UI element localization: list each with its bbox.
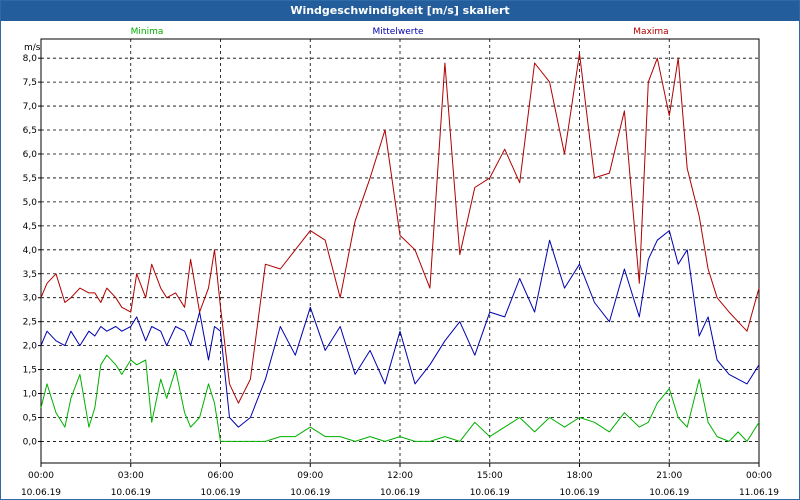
x-tick-date: 10.06.19 [290, 488, 330, 498]
y-tick-label: 6,5 [23, 126, 37, 136]
y-tick-label: 3,0 [23, 294, 38, 304]
wind-speed-chart: 0,0 0,5 1,0 1,5 2,0 2,5 3,0 3,5 4,0 4,5 5,0 5,5 6,0 6… [21, 27, 779, 498]
legend-maxima: Maxima [633, 27, 668, 37]
x-axis-ticks: 00:00 10.06.19 03:00 10.06.19 06:00 10.06.19 0… [21, 463, 779, 498]
y-tick-label: 7,0 [23, 102, 38, 112]
x-tick-time: 06:00 [208, 471, 234, 481]
y-axis-label: m/s [24, 43, 41, 53]
series-lines [40, 52, 760, 442]
y-tick-label: 5,5 [23, 174, 37, 184]
x-tick-date: 10.06.19 [470, 488, 510, 498]
x-tick-date: 11.06.19 [739, 488, 779, 498]
legend-minima: Minima [131, 27, 164, 37]
y-tick-label: 1,0 [23, 390, 38, 400]
y-tick-label: 3,5 [23, 270, 37, 280]
x-tick-date: 10.06.19 [111, 488, 151, 498]
y-tick-label: 7,5 [23, 78, 37, 88]
grid [41, 39, 759, 463]
y-tick-label: 2,0 [23, 342, 38, 352]
y-tick-label: 0,0 [23, 437, 38, 447]
y-tick-label: 2,5 [23, 318, 37, 328]
x-tick-time: 00:00 [746, 471, 772, 481]
x-tick-time: 21:00 [656, 471, 682, 481]
x-tick-date: 10.06.19 [559, 488, 599, 498]
y-tick-label: 5,0 [23, 198, 38, 208]
y-tick-label: 4,5 [23, 222, 37, 232]
series-line-mittelwerte [40, 230, 760, 428]
x-tick-time: 09:00 [297, 471, 323, 481]
y-tick-label: 6,0 [23, 150, 38, 160]
x-tick-time: 15:00 [477, 471, 503, 481]
x-tick-date: 10.06.19 [21, 488, 61, 498]
y-tick-label: 0,5 [23, 413, 37, 423]
x-tick-date: 10.06.19 [649, 488, 689, 498]
x-tick-date: 10.06.19 [380, 488, 420, 498]
x-tick-time: 03:00 [118, 471, 144, 481]
legend-mittelwerte: Mittelwerte [372, 27, 423, 37]
x-tick-time: 00:00 [28, 471, 54, 481]
y-tick-label: 8,0 [23, 54, 38, 64]
x-tick-time: 18:00 [567, 471, 593, 481]
y-tick-label: 4,0 [23, 246, 38, 256]
x-tick-time: 12:00 [387, 471, 413, 481]
y-tick-label: 1,5 [23, 366, 37, 376]
series-line-maxima [40, 52, 760, 404]
legend: Minima Mittelwerte Maxima [131, 27, 669, 37]
x-tick-date: 10.06.19 [200, 488, 240, 498]
series-line-minima [40, 354, 760, 442]
y-axis-ticks: 0,0 0,5 1,0 1,5 2,0 2,5 3,0 3,5 4,0 4,5 5,0 5,5 6,0 6… [23, 54, 41, 447]
window-title: Windgeschwindigkeit [m/s] skaliert [1, 1, 799, 21]
